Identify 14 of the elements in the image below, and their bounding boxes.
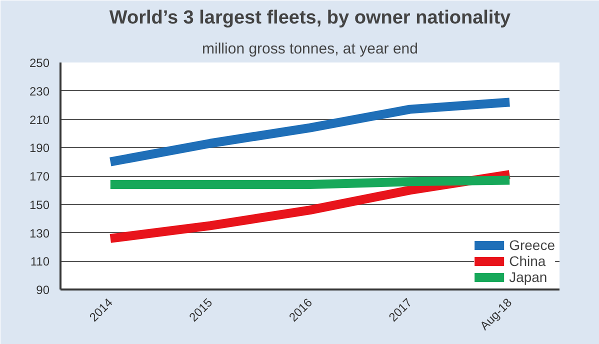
legend-label: Greece xyxy=(509,237,555,253)
y-tick-label: 210 xyxy=(29,112,50,127)
chart-title: World’s 3 largest fleets, by owner nationality xyxy=(109,8,512,28)
legend-label: Japan xyxy=(509,269,548,285)
y-tick-label: 170 xyxy=(29,170,50,184)
y-tick-label: 230 xyxy=(29,84,50,98)
y-tick-label: 150 xyxy=(29,198,50,212)
y-tick-label: 190 xyxy=(29,141,50,156)
y-tick-label: 250 xyxy=(29,56,50,70)
y-tick-label: 90 xyxy=(36,283,50,297)
y-tick-label: 130 xyxy=(29,226,50,240)
y-tick-label: 110 xyxy=(30,254,50,269)
chart-subtitle: million gross tonnes, at year end xyxy=(202,40,418,58)
legend-label: China xyxy=(509,253,546,269)
